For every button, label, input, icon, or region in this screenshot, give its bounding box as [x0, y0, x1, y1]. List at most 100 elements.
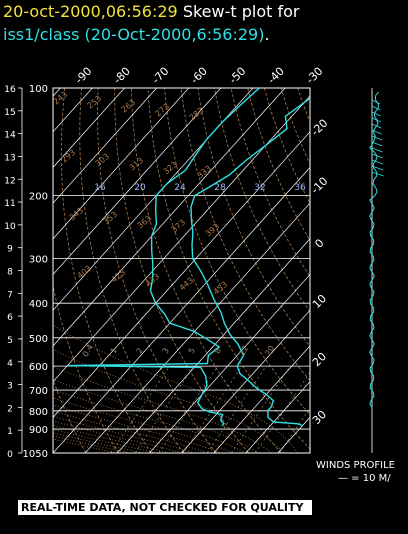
isotherm-line	[309, 452, 310, 453]
wind-barb	[371, 165, 384, 171]
height-tick-label: 13	[4, 153, 15, 163]
wet-bulb-label: 28	[214, 183, 226, 193]
wet-bulb-label: 24	[174, 183, 186, 193]
height-tick-label: 5	[7, 336, 13, 346]
adiabat-label: 313	[128, 156, 145, 173]
dry-adiabat	[314, 88, 408, 453]
chart-series	[67, 88, 310, 427]
dry-adiabat	[381, 88, 408, 453]
dry-adiabat	[130, 88, 282, 453]
adiabat-label: 363	[136, 214, 153, 231]
right-temperature-label: 0	[312, 236, 326, 250]
adiabat-label: 403	[76, 264, 93, 281]
title-text: Skew-t plot for	[182, 2, 300, 21]
height-tick-label: 16	[4, 85, 16, 95]
height-tick-label: 3	[7, 382, 13, 392]
dry-adiabat	[180, 88, 310, 382]
adiabat-label: 243	[52, 90, 69, 107]
chart-subtitle: iss1/class (20-Oct-2000,6:56:29).	[3, 25, 270, 44]
mixing-ratio-label: 8	[213, 346, 223, 355]
top-temperature-label: -30	[304, 65, 326, 87]
moist-adiabat	[53, 404, 221, 453]
right-temperature-label: 20	[310, 350, 329, 369]
isotherm-line	[149, 274, 310, 453]
pressure-tick-label: 700	[29, 386, 48, 397]
adiabat-label: 433	[144, 272, 161, 289]
height-tick-label: 0	[7, 450, 13, 460]
dry-adiabat	[197, 88, 310, 348]
adiabat-label: 263	[120, 98, 137, 115]
adiabat-label: 373	[170, 218, 187, 235]
adiabat-label: 273	[154, 102, 171, 119]
dry-adiabat	[60, 88, 152, 453]
chart-labels: 1002003004005006007008009001050012345678…	[4, 65, 330, 460]
isotherm-line	[245, 381, 310, 453]
wind-barb	[371, 171, 384, 177]
dry-adiabat	[247, 88, 310, 242]
isotherm-line	[116, 238, 310, 453]
wet-bulb-label: 16	[94, 183, 106, 193]
wind-barb	[371, 105, 381, 111]
wind-barb	[371, 159, 384, 165]
dry-adiabat	[164, 88, 310, 416]
right-temperature-label: -20	[309, 117, 331, 139]
pressure-tick-label: 200	[29, 192, 48, 203]
wind-barb	[371, 99, 381, 105]
dry-adiabat	[230, 88, 310, 278]
wind-profile	[369, 88, 384, 453]
wet-bulb-label: 20	[134, 183, 146, 193]
wind-barb	[371, 135, 382, 141]
pressure-tick-label: 500	[29, 334, 48, 345]
adiabat-label: 343	[68, 206, 85, 223]
quality-banner: REAL-TIME DATA, NOT CHECKED FOR QUALITY	[18, 500, 312, 515]
height-tick-label: 7	[7, 290, 13, 300]
right-temperature-label: -10	[309, 175, 331, 197]
pressure-tick-label: 300	[29, 255, 48, 266]
moist-adiabat	[53, 366, 272, 453]
dry-adiabat	[297, 88, 310, 123]
top-temperature-label: -70	[150, 65, 172, 87]
dry-adiabat	[214, 88, 310, 313]
dry-adiabat	[348, 88, 408, 453]
right-temperature-label: 10	[310, 292, 329, 311]
dry-adiabat	[97, 88, 217, 453]
chart-title: 20-oct-2000,06:56:29 Skew-t plot for	[3, 2, 300, 21]
mixing-ratio-label: 2	[135, 346, 145, 355]
pressure-tick-label: 800	[29, 407, 48, 418]
height-tick-label: 9	[7, 245, 13, 255]
mixing-ratio-label: 12	[237, 344, 250, 357]
subtitle-end: .	[264, 25, 270, 44]
top-temperature-label: -50	[227, 65, 249, 87]
wet-bulb-label: 36	[294, 183, 306, 193]
moist-adiabat	[53, 324, 298, 453]
height-tick-label: 14	[4, 131, 16, 141]
moist-adiabat	[53, 415, 195, 453]
plot-frame	[52, 87, 311, 454]
dry-adiabat	[114, 88, 250, 453]
mixing-ratio-label: 3	[161, 346, 171, 355]
height-tick-label: 2	[7, 404, 13, 414]
dry-adiabat	[79, 88, 184, 453]
adiabat-label: 293	[60, 148, 77, 165]
adiabat-label: 393	[204, 222, 221, 239]
dry-adiabat	[53, 378, 87, 453]
height-tick-label: 1	[7, 427, 13, 437]
height-tick-label: 6	[7, 313, 13, 323]
adiabat-label: 443	[178, 276, 195, 293]
temperature-trace	[190, 97, 310, 427]
wind-barb	[371, 123, 382, 129]
winds-scale-label: — = 10 M/	[338, 473, 391, 484]
wind-barb	[371, 147, 383, 153]
pressure-tick-label: 600	[29, 362, 48, 373]
moist-adiabat	[53, 410, 208, 453]
isotherm-line	[53, 88, 254, 311]
mixing-ratio-label: 20	[263, 344, 276, 357]
isotherm-line	[181, 309, 310, 453]
sounding-timestamp: 20-oct-2000,06:56:29	[3, 2, 178, 21]
adiabat-label: 453	[212, 280, 229, 297]
height-tick-label: 4	[7, 359, 13, 369]
isotherm-line	[53, 88, 125, 168]
adiabat-label: 303	[94, 152, 111, 169]
winds-profile-label: WINDS PROFILE	[316, 460, 395, 471]
wind-barb	[371, 111, 381, 117]
